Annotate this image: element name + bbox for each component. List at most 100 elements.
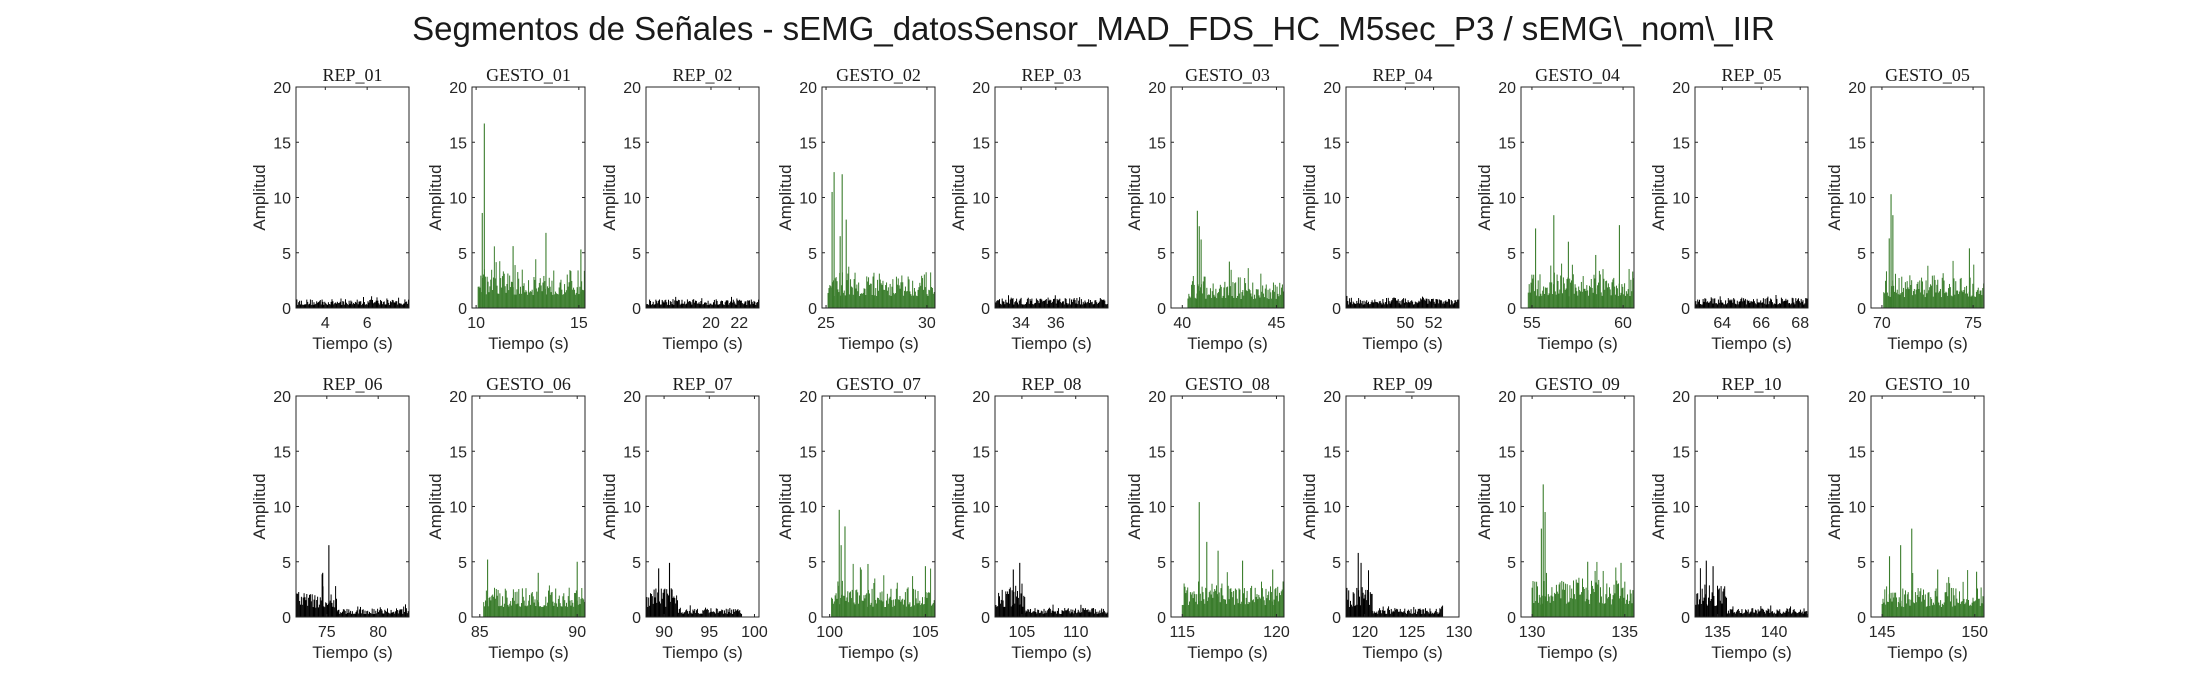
y-tick-label: 15: [1848, 444, 1866, 461]
subplot-rep-08: 0 5 10 15 20 105 110 REP_08 Tiempo (s) Amplitud: [949, 374, 1109, 662]
y-axis-label: Amplitud: [426, 473, 445, 539]
x-tick-label: 22: [730, 315, 748, 332]
y-tick-label: 20: [1323, 80, 1341, 97]
subplot-title: GESTO_10: [1885, 374, 1970, 394]
axes-box: [994, 395, 1109, 618]
y-axis-label: Amplitud: [600, 473, 619, 539]
y-tick-label: 20: [972, 80, 990, 97]
subplot-title: GESTO_01: [486, 65, 571, 85]
subplot-title: REP_02: [672, 65, 732, 85]
y-tick-label: 15: [1498, 444, 1516, 461]
y-tick-label: 10: [1672, 191, 1690, 208]
y-tick-label: 5: [1681, 246, 1690, 263]
y-tick-label: 20: [273, 80, 291, 97]
axes-box: [1345, 395, 1460, 618]
subplot-title: GESTO_02: [836, 65, 921, 85]
subplot-title: REP_04: [1372, 65, 1432, 85]
signal-bars: [1345, 295, 1459, 308]
x-axis-label: Tiempo (s): [838, 643, 919, 662]
y-tick-label: 10: [1672, 500, 1690, 517]
y-tick-label: 10: [1498, 191, 1516, 208]
signal-bars: [1531, 484, 1635, 617]
y-tick-label: 15: [972, 135, 990, 152]
x-axis-label: Tiempo (s): [1362, 334, 1443, 353]
y-tick-label: 15: [1848, 135, 1866, 152]
x-tick-label: 6: [363, 315, 372, 332]
y-tick-label: 15: [273, 444, 291, 461]
y-tick-label: 10: [972, 191, 990, 208]
signal-bars: [1881, 528, 1985, 617]
y-axis-label: Amplitud: [949, 164, 968, 230]
y-tick-label: 5: [1157, 246, 1166, 263]
y-axis-label: Amplitud: [776, 164, 795, 230]
y-axis-label: Amplitud: [1300, 473, 1319, 539]
subplot-gesto-05: 0 5 10 15 20 70 75 GESTO_05 Tiempo (s) Amplitud: [1825, 65, 1985, 353]
x-tick-label: 40: [1173, 315, 1191, 332]
y-tick-label: 10: [1148, 500, 1166, 517]
y-tick-label: 0: [1332, 301, 1341, 318]
x-tick-label: 45: [1268, 315, 1286, 332]
y-tick-label: 5: [458, 246, 467, 263]
x-tick-label: 120: [1351, 624, 1378, 641]
y-axis-label: Amplitud: [1649, 164, 1668, 230]
y-axis-label: Amplitud: [426, 164, 445, 230]
y-tick-label: 15: [1148, 444, 1166, 461]
subplot-gesto-08: 0 5 10 15 20 115 120 GESTO_08 Tiempo (s) Amplitud: [1125, 374, 1290, 662]
subplot-gesto-01: 0 5 10 15 20 10 15 GESTO_01 Tiempo (s) Amplitud: [426, 65, 588, 353]
axes-box: [1694, 86, 1809, 309]
signal-bars: [477, 123, 585, 308]
x-tick-label: 34: [1012, 315, 1030, 332]
y-tick-label: 0: [1857, 301, 1866, 318]
y-axis-label: Amplitud: [776, 473, 795, 539]
subplot-rep-03: 0 5 10 15 20 34 36 REP_03 Tiempo (s) Amplitud: [949, 65, 1109, 353]
y-tick-label: 15: [799, 444, 817, 461]
signal-bars: [295, 296, 409, 308]
y-tick-label: 20: [1498, 389, 1516, 406]
x-axis-label: Tiempo (s): [1011, 334, 1092, 353]
x-tick-label: 36: [1047, 315, 1065, 332]
y-tick-label: 0: [1157, 301, 1166, 318]
x-axis-label: Tiempo (s): [662, 643, 743, 662]
y-tick-label: 5: [1857, 246, 1866, 263]
y-axis-label: Amplitud: [1125, 164, 1144, 230]
x-tick-label: 30: [918, 315, 936, 332]
subplot-title: REP_08: [1021, 374, 1081, 394]
y-tick-label: 0: [1157, 610, 1166, 627]
axes-box: [1870, 395, 1985, 618]
y-tick-label: 10: [273, 500, 291, 517]
y-tick-label: 10: [1848, 500, 1866, 517]
y-tick-label: 15: [799, 135, 817, 152]
y-tick-label: 20: [799, 80, 817, 97]
y-tick-label: 20: [1148, 389, 1166, 406]
y-tick-label: 10: [799, 191, 817, 208]
y-tick-label: 5: [981, 246, 990, 263]
x-tick-label: 15: [570, 315, 588, 332]
y-tick-label: 10: [799, 500, 817, 517]
x-tick-label: 105: [912, 624, 939, 641]
figure-title: Segmentos de Señales - sEMG_datosSensor_…: [412, 10, 1775, 47]
axes-box: [295, 395, 410, 618]
y-tick-label: 10: [1323, 500, 1341, 517]
x-tick-label: 75: [1964, 315, 1982, 332]
x-tick-label: 110: [1063, 624, 1089, 641]
axes-box: [645, 86, 760, 309]
y-tick-label: 20: [1323, 389, 1341, 406]
x-tick-label: 20: [702, 315, 720, 332]
y-tick-label: 5: [1857, 555, 1866, 572]
y-tick-label: 15: [1148, 135, 1166, 152]
y-tick-label: 5: [282, 555, 291, 572]
y-tick-label: 10: [1498, 500, 1516, 517]
axes-box: [295, 86, 410, 309]
x-tick-label: 85: [471, 624, 489, 641]
x-tick-label: 115: [1170, 624, 1196, 641]
y-tick-label: 0: [458, 301, 467, 318]
y-tick-label: 20: [1148, 80, 1166, 97]
x-axis-label: Tiempo (s): [312, 643, 393, 662]
y-tick-label: 0: [1332, 610, 1341, 627]
y-tick-label: 20: [1498, 80, 1516, 97]
x-tick-label: 150: [1961, 624, 1988, 641]
x-tick-label: 95: [700, 624, 718, 641]
y-axis-label: Amplitud: [1475, 473, 1494, 539]
x-tick-label: 100: [741, 624, 768, 641]
axes-box: [1170, 86, 1285, 309]
